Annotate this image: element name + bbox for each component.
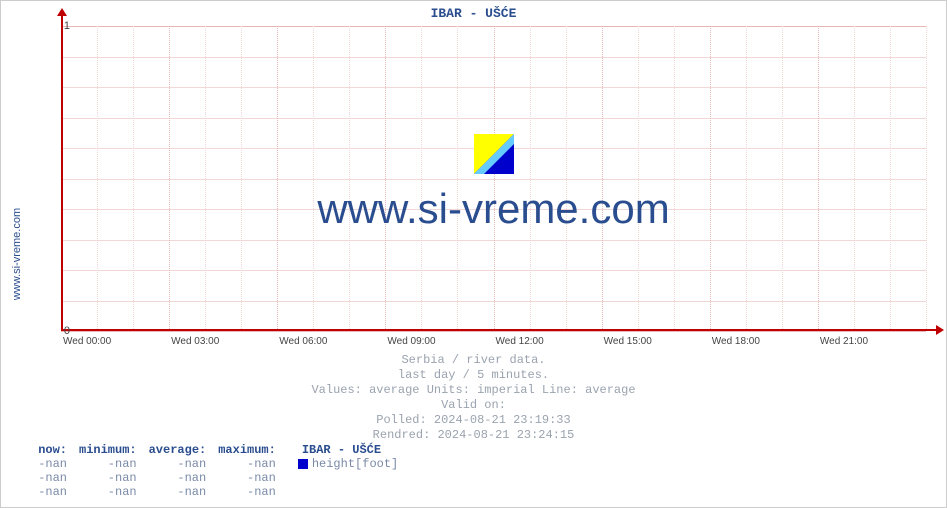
hgrid-line (61, 331, 926, 332)
meta-line-settings: Values: average Units: imperial Line: av… (1, 383, 946, 398)
vgrid-line (602, 26, 603, 331)
xtick-label: Wed 00:00 (63, 336, 111, 347)
y-axis-arrow-icon (57, 8, 67, 16)
vgrid-line (349, 26, 350, 331)
hdr-station: IBAR - UŠĆE (282, 443, 404, 457)
vgrid-line (782, 26, 783, 331)
x-axis-arrow-icon (936, 325, 944, 335)
vgrid-line (133, 26, 134, 331)
legend-text: height[foot] (312, 457, 398, 471)
x-axis-line (61, 329, 938, 331)
cell-maximum: -nan (212, 471, 282, 485)
cell-minimum: -nan (73, 485, 143, 499)
vgrid-line (205, 26, 206, 331)
vgrid-line (97, 26, 98, 331)
vgrid-line (385, 26, 386, 331)
xtick-label: Wed 12:00 (496, 336, 544, 347)
vgrid-line (169, 26, 170, 331)
vgrid-line (566, 26, 567, 331)
xtick-label: Wed 15:00 (604, 336, 652, 347)
xtick-label: Wed 06:00 (279, 336, 327, 347)
xtick-label: Wed 03:00 (171, 336, 219, 347)
stats-header-row: now: minimum: average: maximum: IBAR - U… (13, 443, 404, 457)
cell-maximum: -nan (212, 457, 282, 471)
vgrid-line (638, 26, 639, 331)
cell-now: -nan (13, 485, 73, 499)
meta-line-rendered: Rendred: 2024-08-21 23:24:15 (1, 428, 946, 443)
vgrid-line (890, 26, 891, 331)
meta-line-polled: Polled: 2024-08-21 23:19:33 (1, 413, 946, 428)
hdr-now: now: (13, 443, 73, 457)
cell-minimum: -nan (73, 457, 143, 471)
meta-line-valid: Valid on: (1, 398, 946, 413)
chart-title: IBAR - UŠĆE (1, 6, 946, 21)
vgrid-line (494, 26, 495, 331)
ytick-label: 1 (30, 20, 70, 32)
meta-line-period: last day / 5 minutes. (1, 368, 946, 383)
stats-table: now: minimum: average: maximum: IBAR - U… (13, 443, 404, 499)
table-row: -nan -nan -nan -nan (13, 485, 404, 499)
chart-container: www.si-vreme.com IBAR - UŠĆE www.si-vrem… (0, 0, 947, 508)
watermark-text: www.si-vreme.com (317, 185, 669, 233)
xtick-label: Wed 09:00 (387, 336, 435, 347)
vgrid-line (926, 26, 927, 331)
vgrid-line (746, 26, 747, 331)
cell-maximum: -nan (212, 485, 282, 499)
y-axis-side-label: www.si-vreme.com (11, 208, 23, 300)
vgrid-line (674, 26, 675, 331)
vgrid-line (421, 26, 422, 331)
vgrid-line (530, 26, 531, 331)
y-axis-line (61, 14, 63, 331)
vgrid-line (313, 26, 314, 331)
hdr-maximum: maximum: (212, 443, 282, 457)
cell-average: -nan (143, 471, 213, 485)
legend-color-swatch-icon (298, 459, 308, 469)
vgrid-line (854, 26, 855, 331)
chart-metadata: Serbia / river data. last day / 5 minute… (1, 353, 946, 443)
table-row: -nan -nan -nan -nan (13, 471, 404, 485)
cell-average: -nan (143, 457, 213, 471)
watermark-logo-icon (474, 134, 514, 174)
vgrid-line (241, 26, 242, 331)
cell-average: -nan (143, 485, 213, 499)
hdr-average: average: (143, 443, 213, 457)
plot-grid (61, 26, 926, 331)
hdr-minimum: minimum: (73, 443, 143, 457)
cell-minimum: -nan (73, 471, 143, 485)
vgrid-line (818, 26, 819, 331)
xtick-label: Wed 21:00 (820, 336, 868, 347)
cell-now: -nan (13, 471, 73, 485)
cell-now: -nan (13, 457, 73, 471)
meta-line-source: Serbia / river data. (1, 353, 946, 368)
table-row: -nan -nan -nan -nan height[foot] (13, 457, 404, 471)
vgrid-line (710, 26, 711, 331)
legend-item: height[foot] (282, 457, 404, 471)
xtick-label: Wed 18:00 (712, 336, 760, 347)
vgrid-line (277, 26, 278, 331)
vgrid-line (457, 26, 458, 331)
plot-area: www.si-vreme.com (61, 26, 926, 331)
